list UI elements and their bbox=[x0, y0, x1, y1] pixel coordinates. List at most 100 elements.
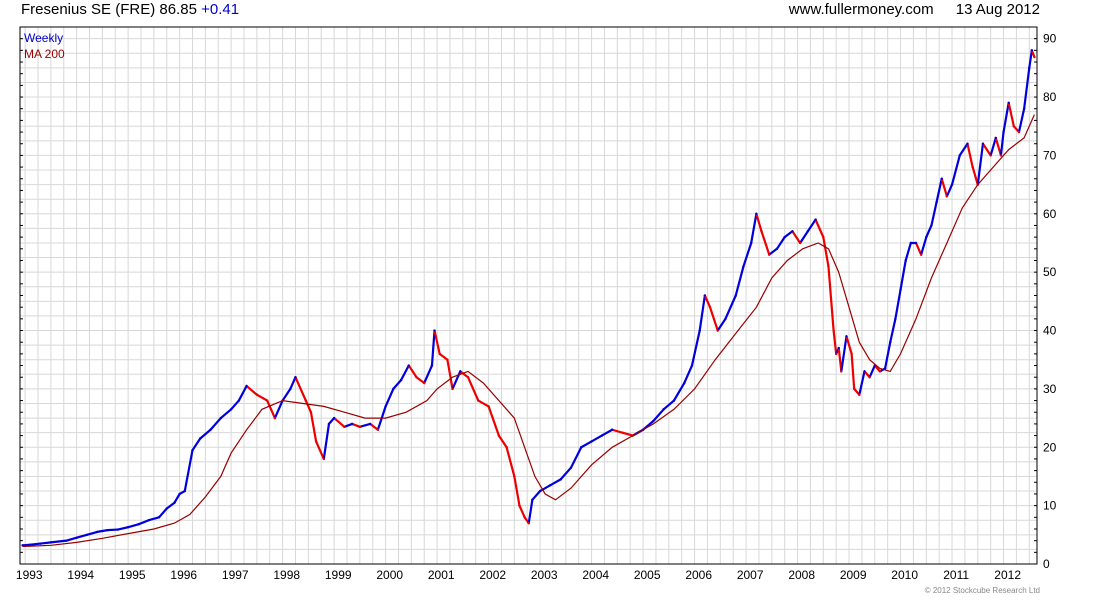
price-segment bbox=[768, 247, 779, 256]
price-point bbox=[368, 422, 372, 426]
price-segment bbox=[760, 230, 771, 256]
ma200-line bbox=[22, 114, 1035, 548]
x-tick-label: 1999 bbox=[325, 568, 352, 582]
price-segment bbox=[423, 364, 434, 385]
price-point bbox=[245, 384, 248, 388]
price-point bbox=[527, 521, 530, 525]
price-point bbox=[850, 352, 853, 356]
price-point bbox=[672, 399, 676, 402]
price-segment bbox=[883, 341, 892, 370]
legend-weekly: Weekly bbox=[24, 31, 63, 45]
price-point bbox=[327, 422, 331, 426]
price-point bbox=[157, 516, 161, 519]
price-segment bbox=[446, 358, 454, 390]
price-point bbox=[322, 457, 326, 461]
price-segment bbox=[840, 335, 848, 373]
x-tick-label: 1996 bbox=[170, 568, 197, 582]
price-segment bbox=[799, 230, 809, 245]
x-tick-label: 2010 bbox=[891, 568, 918, 582]
price-point bbox=[265, 399, 269, 402]
price-point bbox=[580, 446, 583, 449]
price-segment bbox=[999, 130, 1005, 157]
price-point bbox=[116, 528, 120, 531]
price-series bbox=[21, 49, 1036, 547]
price-segment bbox=[219, 408, 233, 420]
price-point bbox=[814, 218, 817, 221]
price-segment bbox=[590, 434, 603, 443]
price-segment bbox=[513, 475, 521, 507]
price-point bbox=[294, 376, 297, 379]
price-point bbox=[96, 530, 99, 534]
price-segment bbox=[157, 507, 168, 519]
legend-ma200: MA 200 bbox=[24, 47, 65, 61]
price-point bbox=[487, 405, 490, 408]
price-segment bbox=[1028, 49, 1033, 69]
price-point bbox=[1030, 49, 1034, 52]
price-segment bbox=[309, 411, 318, 443]
price-segment bbox=[245, 384, 258, 396]
price-point bbox=[219, 416, 223, 420]
price-segment bbox=[662, 399, 676, 411]
price-segment bbox=[147, 516, 161, 522]
price-segment bbox=[690, 329, 701, 367]
price-point bbox=[446, 358, 449, 361]
price-point bbox=[85, 533, 89, 537]
price-point bbox=[690, 364, 694, 367]
price-segment bbox=[920, 236, 928, 256]
price-segment bbox=[273, 399, 284, 420]
price-point bbox=[662, 408, 665, 411]
price-segment bbox=[21, 543, 32, 547]
x-tick-label: 2009 bbox=[840, 568, 867, 582]
price-point bbox=[930, 224, 933, 227]
price-point bbox=[147, 519, 150, 522]
price-segment bbox=[889, 317, 897, 344]
price-segment bbox=[976, 142, 985, 186]
price-point bbox=[621, 431, 624, 434]
price-point bbox=[559, 478, 562, 481]
price-segment bbox=[392, 379, 403, 390]
price-point bbox=[1022, 107, 1026, 110]
y-tick-label: 10 bbox=[1043, 499, 1057, 513]
price-segment bbox=[466, 376, 480, 402]
price-segment bbox=[621, 431, 634, 437]
x-tick-label: 2007 bbox=[737, 568, 764, 582]
price-segment bbox=[191, 437, 202, 452]
price-point bbox=[513, 475, 516, 478]
price-segment bbox=[858, 370, 866, 396]
price-point bbox=[837, 346, 840, 350]
price-segment bbox=[611, 428, 624, 434]
price-segment bbox=[724, 294, 737, 320]
price-point bbox=[392, 387, 395, 391]
price-point bbox=[981, 142, 985, 145]
price-segment bbox=[549, 478, 562, 487]
price-point bbox=[716, 329, 719, 332]
price-point bbox=[173, 501, 176, 504]
price-point bbox=[1017, 130, 1021, 134]
price-segment bbox=[683, 364, 694, 385]
price-segment bbox=[209, 416, 222, 431]
price-segment bbox=[497, 434, 508, 449]
x-tick-label: 1998 bbox=[273, 568, 300, 582]
price-point bbox=[899, 288, 902, 291]
y-tick-label: 80 bbox=[1043, 90, 1057, 104]
price-point bbox=[935, 200, 938, 204]
price-segment bbox=[742, 241, 753, 268]
price-point bbox=[531, 498, 534, 501]
price-segment bbox=[1017, 107, 1026, 134]
price-point bbox=[750, 241, 753, 245]
price-point bbox=[39, 542, 42, 545]
price-segment bbox=[487, 405, 500, 437]
price-point bbox=[29, 543, 32, 546]
price-segment bbox=[237, 384, 248, 402]
price-point bbox=[384, 405, 387, 408]
price-point bbox=[1033, 55, 1036, 59]
price-segment bbox=[703, 294, 712, 309]
x-tick-label: 2006 bbox=[685, 568, 712, 582]
price-point bbox=[304, 399, 307, 402]
price-segment bbox=[358, 422, 372, 428]
price-segment bbox=[750, 212, 758, 245]
price-segment bbox=[989, 136, 997, 157]
x-tick-label: 1995 bbox=[119, 568, 146, 582]
price-point bbox=[775, 247, 779, 251]
price-point bbox=[999, 154, 1003, 157]
